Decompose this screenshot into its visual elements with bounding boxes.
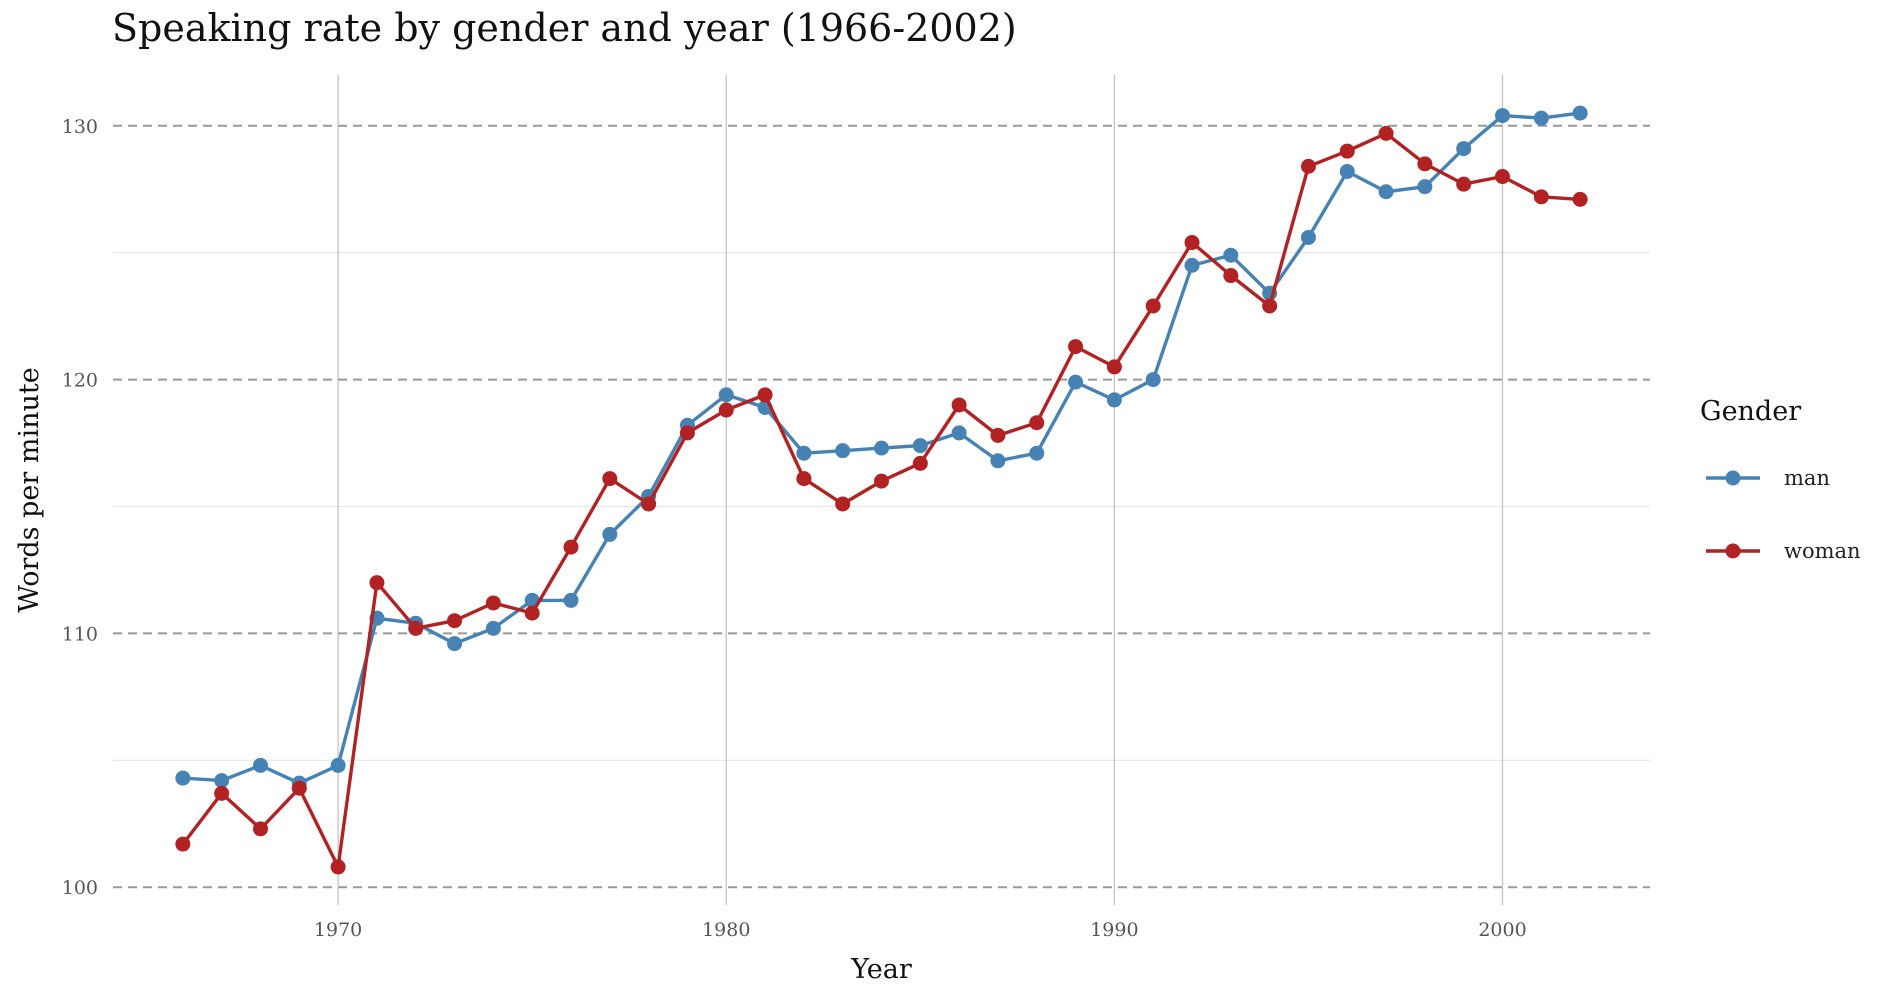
data-point-woman [718, 402, 734, 418]
data-point-woman [447, 613, 463, 629]
legend-label-man: man [1784, 466, 1830, 490]
data-point-woman [563, 539, 579, 555]
x-tick-label: 1990 [1090, 919, 1138, 941]
data-point-man [1223, 247, 1239, 263]
data-point-woman [369, 575, 385, 591]
y-tick-label: 120 [62, 370, 98, 392]
data-point-man [1339, 163, 1355, 179]
data-point-man [1533, 110, 1549, 126]
series-man [175, 105, 1588, 791]
series-woman [175, 125, 1588, 875]
data-point-woman [1262, 298, 1278, 314]
data-point-woman [757, 387, 773, 403]
data-point-man [330, 757, 346, 773]
data-point-woman [1068, 339, 1084, 355]
data-point-woman [408, 620, 424, 636]
data-point-man [1106, 392, 1122, 408]
data-point-man [796, 445, 812, 461]
data-point-woman [1533, 189, 1549, 205]
data-point-woman [1029, 415, 1045, 431]
y-tick-label: 100 [62, 877, 98, 899]
chart-title: Speaking rate by gender and year (1966-2… [112, 6, 1017, 50]
data-point-woman [291, 780, 307, 796]
data-point-woman [214, 785, 230, 801]
x-tick-label: 1980 [702, 919, 750, 941]
data-point-woman [951, 397, 967, 413]
data-point-woman [1145, 298, 1161, 314]
data-point-man [175, 770, 191, 786]
data-point-woman [175, 836, 191, 852]
data-point-woman [252, 821, 268, 837]
data-point-woman [796, 471, 812, 487]
legend-key-marker-man [1725, 470, 1741, 486]
data-point-man [252, 757, 268, 773]
data-point-woman [835, 496, 851, 512]
data-point-woman [874, 473, 889, 489]
data-point-man [485, 620, 501, 636]
data-point-woman [679, 425, 695, 441]
data-point-man [874, 440, 889, 456]
data-point-woman [1495, 169, 1511, 185]
x-axis-title: Year [850, 954, 912, 985]
data-point-woman [1223, 268, 1239, 284]
data-point-woman [1300, 158, 1316, 174]
data-point-woman [1417, 156, 1433, 172]
data-point-man [1300, 229, 1316, 245]
data-point-man [1456, 141, 1472, 157]
data-point-woman [485, 595, 501, 611]
data-point-man [447, 636, 463, 652]
y-tick-label: 130 [62, 116, 98, 138]
legend-title: Gender [1700, 396, 1801, 427]
legend-label-woman: woman [1784, 539, 1861, 563]
data-point-woman [524, 605, 540, 621]
data-point-woman [1106, 359, 1122, 375]
data-point-woman [602, 471, 618, 487]
x-tick-label: 2000 [1478, 919, 1526, 941]
data-point-man [951, 425, 967, 441]
legend: Gender man woman [1700, 396, 1861, 563]
data-point-woman [1572, 191, 1588, 207]
data-point-woman [1339, 143, 1355, 159]
legend-key-marker-woman [1725, 543, 1741, 559]
data-point-man [1184, 257, 1200, 273]
data-point-woman [1184, 235, 1200, 251]
data-point-man [912, 438, 928, 454]
y-tick-label: 110 [62, 623, 98, 645]
data-point-man [1572, 105, 1588, 121]
data-point-man [1068, 374, 1084, 390]
data-point-woman [330, 859, 346, 875]
data-point-man [214, 773, 230, 789]
data-point-man [1378, 184, 1394, 200]
series-line-woman [181, 131, 1581, 869]
data-point-man [1417, 179, 1433, 195]
data-point-man [1495, 108, 1511, 124]
data-point-woman [1378, 125, 1394, 141]
data-point-man [602, 526, 618, 542]
data-point-man [835, 443, 851, 459]
data-point-man [990, 453, 1006, 469]
data-point-woman [912, 455, 928, 471]
x-tick-label: 1970 [314, 919, 362, 941]
data-point-man [718, 387, 734, 403]
y-axis-title: Words per minute [14, 367, 45, 612]
data-point-man [1145, 372, 1161, 388]
data-point-man [563, 592, 579, 608]
data-point-woman [990, 427, 1006, 443]
data-point-man [1029, 445, 1045, 461]
data-point-woman [1456, 176, 1472, 192]
data-point-woman [641, 496, 657, 512]
